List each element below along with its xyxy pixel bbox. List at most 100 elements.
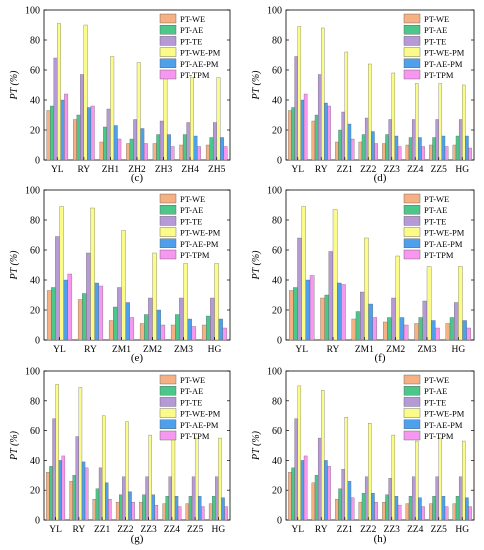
y-tick-label: 20: [30, 126, 40, 137]
x-tick-label: ZH2: [128, 165, 146, 175]
x-tick-label: HG: [455, 525, 469, 535]
panel-label: (h): [374, 533, 387, 545]
y-tick-label: 80: [272, 216, 282, 227]
x-tick-label: ZZ3: [384, 165, 401, 175]
legend-label: PT-AE-PM: [180, 239, 219, 249]
x-tick-label: RY: [315, 525, 328, 535]
bar-pt-ae-pm-ry: [81, 461, 86, 521]
x-tick-label: ZH4: [181, 165, 199, 175]
x-tick-label: HG: [212, 525, 226, 535]
bar-pt-ae-pm-yl: [58, 460, 62, 521]
bar-pt-we-pm-zz2: [368, 422, 372, 521]
plot-frame: [285, 189, 475, 341]
bar-pt-te-ry: [80, 74, 85, 161]
bar-pt-we-pm-zh5: [216, 77, 221, 161]
y-tick-label: 0: [277, 516, 282, 527]
chart-panel-g: 0 20 40 60 80 100 PT (%) YL RY ZZ1 ZZ2 ZZ3 ZZ4 ZZ5 HG P…: [9, 367, 231, 545]
legend-swatch: [159, 58, 177, 68]
bar-pt-ae-pm-zz5: [198, 496, 202, 521]
x-tick-label: ZM1: [112, 345, 131, 355]
bar-pt-te-zz4: [168, 476, 173, 521]
bar-pt-tpm-zh4: [197, 146, 201, 161]
y-tick-label: 60: [272, 66, 282, 77]
bar-pt-tpm-yl: [303, 455, 308, 521]
bar-pt-we-pm-zz2: [368, 63, 372, 161]
x-tick-label: ZM3: [174, 345, 193, 355]
y-tick-label: 100: [267, 367, 282, 378]
bar-pt-ae-pm-ry: [324, 102, 328, 161]
legend-swatch: [159, 69, 177, 80]
bar-pt-ae-zh5: [209, 137, 214, 161]
x-tick-label: ZZ5: [431, 165, 448, 175]
x-tick-label: ZZ2: [360, 525, 377, 535]
bar-pt-we-yl: [46, 472, 50, 521]
bar-pt-ae-zz5: [432, 496, 436, 521]
x-tick-label: YL: [53, 345, 66, 355]
legend-label: PT-AE-PM: [424, 239, 463, 249]
bar-pt-we-pm-zz5: [194, 437, 199, 521]
bar-pt-ae-pm-zz5: [441, 135, 446, 161]
bar-pt-we-zh3: [152, 143, 157, 161]
plot-frame: [285, 370, 475, 521]
legend-swatch: [159, 386, 177, 396]
x-tick-label: ZZ3: [140, 525, 157, 535]
y-tick-label: 0: [277, 336, 282, 347]
legend-swatch: [159, 238, 177, 249]
bar-pt-te-hg: [458, 476, 463, 521]
bar-pt-tpm-zz1: [350, 138, 355, 161]
bar-pt-we-zm1: [108, 320, 114, 341]
legend-swatch: [159, 227, 177, 237]
bar-pt-te-zh4: [186, 122, 191, 161]
legend-label: PT-AE: [424, 205, 447, 215]
bar-pt-we-pm-zh1: [110, 56, 115, 161]
legend-swatch: [403, 216, 421, 226]
bar-pt-te-yl: [294, 418, 298, 521]
x-tick-label: YL: [291, 525, 304, 535]
y-axis-title: PT (%): [251, 70, 262, 101]
bar-pt-we-pm-yl: [297, 385, 302, 521]
bar-pt-we-zz4: [405, 503, 410, 521]
bar-pt-ae-zz2: [361, 493, 366, 521]
bar-pt-we-pm-zz1: [344, 51, 349, 161]
bar-pt-we-pm-ry: [78, 387, 83, 521]
y-tick-label: 40: [30, 456, 40, 467]
legend-label: PT-TE: [180, 36, 202, 46]
bar-pt-tpm-zz1: [108, 498, 112, 521]
bar-pt-tpm-hg: [224, 506, 228, 521]
bar-pt-we-zm2: [139, 323, 145, 341]
bar-pt-te-zz2: [122, 476, 126, 521]
bar-pt-tpm-yl: [309, 275, 315, 341]
y-axis-title: PT (%): [251, 430, 262, 461]
x-tick-label: ZZ4: [407, 165, 424, 175]
bar-pt-ae-zz4: [408, 496, 413, 521]
legend-swatch: [159, 408, 177, 418]
bar-pt-te-yl: [55, 236, 60, 341]
bar-pt-tpm-zh3: [170, 146, 175, 161]
bar-pt-we-pm-ry: [90, 207, 95, 341]
y-tick-label: 0: [277, 156, 282, 167]
bar-pt-tpm-ry: [84, 467, 89, 521]
legend-swatch: [159, 13, 177, 24]
bar-pt-we-pm-zz1: [101, 415, 106, 521]
legend-swatch: [159, 430, 177, 441]
bar-pt-te-yl: [297, 237, 302, 341]
legend-label: PT-TPM: [424, 250, 454, 260]
bar-pt-we-pm-zh4: [189, 77, 194, 161]
legend-label: PT-TE: [424, 397, 446, 407]
bar-pt-we-pm-hg: [462, 440, 466, 521]
bar-pt-te-zz1: [98, 467, 103, 521]
bar-pt-we-zz2: [115, 501, 120, 521]
bar-pt-ae-pm-yl: [300, 99, 305, 161]
bar-pt-tpm-zz4: [421, 146, 425, 161]
bar-pt-ae-hg: [206, 315, 211, 341]
bar-pt-tpm-zm3: [191, 326, 197, 341]
y-tick-label: 60: [272, 246, 282, 257]
x-tick-label: ZZ3: [384, 525, 401, 535]
bar-pt-we-pm-zm3: [426, 266, 432, 341]
bar-pt-te-zh5: [213, 122, 217, 161]
x-tick-label: ZZ2: [117, 525, 134, 535]
bar-pt-te-zz1: [341, 469, 345, 521]
legend-label: PT-WE-PM: [180, 228, 221, 238]
bar-pt-te-zm1: [117, 287, 122, 341]
